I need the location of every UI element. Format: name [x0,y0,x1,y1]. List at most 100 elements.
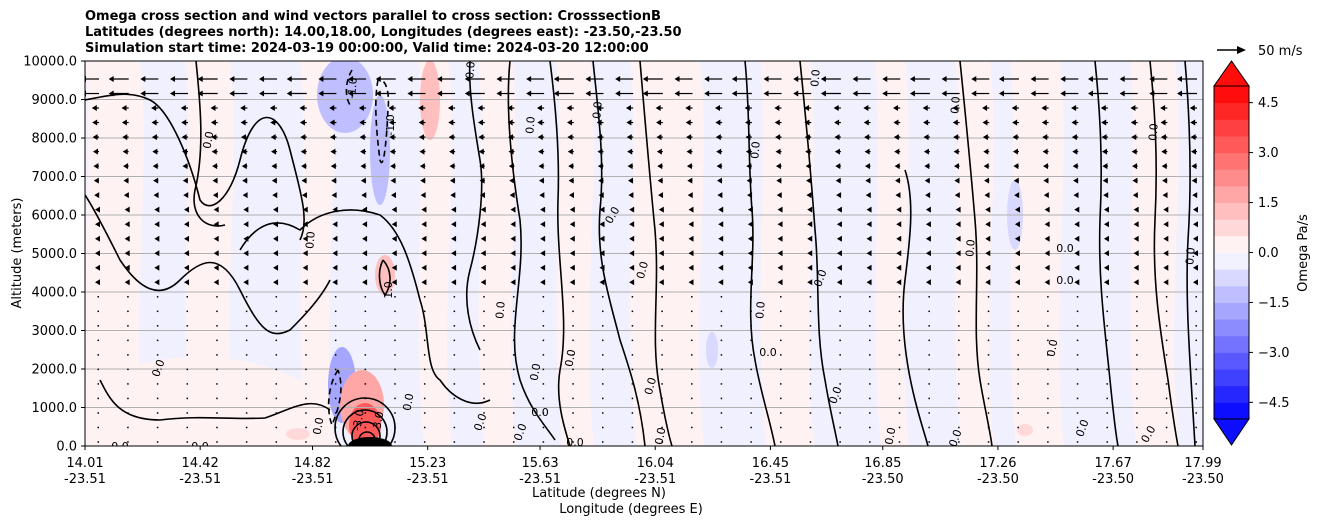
contour-label: 0.0 [653,426,669,445]
wind-vector-arrow [984,192,990,199]
wind-vector-arrow [510,250,516,257]
wind-vector-arrow [496,90,515,97]
wind-vector-arrow [272,192,278,199]
omega-feature [420,61,440,140]
wind-vector-arrow [362,264,368,271]
wind-vector-arrow [1030,76,1049,82]
wind-vector-arrow [955,250,961,257]
wind-vector-arrow [983,148,990,155]
wind-vector-arrow [688,279,694,286]
wind-vector-arrow [391,264,397,271]
wind-vector-arrow [154,206,160,213]
wind-vector-arrow [1163,206,1169,213]
wind-vector-arrow [477,119,485,126]
wind-vector-arrow [480,235,486,242]
wind-vector-arrow [273,250,279,257]
contour-label: 0.0 [311,416,327,435]
wind-vector-arrow [210,105,218,112]
wind-vector-arrow [243,279,249,286]
wind-vector-arrow [184,221,190,228]
wind-vector-arrow [1160,134,1168,141]
wind-vector-arrow [243,264,249,271]
wind-vector-arrow [747,279,753,286]
wind-vector-arrow [184,264,190,271]
wind-vector-arrow [569,221,575,228]
wind-vector-arrow [744,105,752,112]
wind-vector-arrow [627,163,634,170]
wind-vector-arrow [834,134,841,141]
wind-vector-arrow [1189,105,1197,112]
wind-vector-arrow [836,221,842,228]
y-axis: 0.0 1000.0 2000.0 3000.0 4000.0 5000.0 6000.0 7… [23,55,85,455]
wind-vector-arrow [686,134,693,141]
wind-vector-arrow [807,279,813,286]
positive-contour [378,259,391,297]
wind-vector-arrow [674,90,693,97]
wind-vector-arrow [656,148,663,155]
wind-vector-arrow [390,192,396,199]
wind-vector-arrow [271,163,278,170]
colorbar-segment [1214,352,1249,370]
wind-vector-arrow [1044,264,1050,271]
wind-vector-arrow [510,206,516,213]
wind-vector-arrow [229,90,248,97]
wind-vector-arrow [302,235,308,242]
wind-vector-arrow [95,264,100,271]
wind-vector-arrow [273,279,279,286]
x-tick-label-lon: -23.51 [407,472,449,487]
wind-vector-arrow [362,279,368,286]
wind-vector-arrow [1071,105,1079,112]
wind-vector-arrow [510,221,516,228]
wind-vector-arrow [390,163,396,170]
wind-vector-arrow [896,279,902,286]
colorbar-segment [1214,252,1249,270]
contour-label: 0.0 [149,358,167,379]
wind-vector-arrow [391,250,397,257]
wind-vector-arrow [211,134,218,141]
contour-labels: 0.0 0.0 0.0 0.0 0.0 0.0 0.0 0.0 0.0 0.0 0.0 0.0 0.0 0… [111,61,1197,446]
wind-vector-arrow [302,250,308,257]
y-axis-label: Altitude (meters) [10,198,25,309]
wind-vector-arrow [421,250,427,257]
positive-contour [342,409,388,446]
wind-vector-arrow [599,250,605,257]
x-tick-label-lon: -23.51 [179,472,221,487]
y-tick-label: 10000.0 [23,55,77,70]
wind-vector-arrow [300,134,307,141]
wind-vector-arrow [615,76,634,82]
wind-vector-arrow [866,279,872,286]
terrain-feature [348,437,392,446]
wind-vector-arrow [1103,279,1109,286]
wind-vector-arrow [629,235,635,242]
x-tick-label-lon: -23.51 [292,472,334,487]
wind-vector-arrow [1132,163,1138,170]
wind-vector-arrow [985,235,991,242]
wind-vector-arrow [955,221,961,228]
wind-vector-arrow [331,177,337,184]
contour-label: 0.0 [528,362,544,381]
wind-vector-arrow [510,235,516,242]
wind-vector-arrow [774,105,782,112]
wind-vector-arrow [1131,148,1138,155]
wind-vector-arrow [421,221,427,228]
wind-vector-arrow [451,206,457,213]
wind-vector-arrow [510,264,516,271]
colorbar-tick-label: −3.0 [1258,346,1290,361]
wind-vector-arrow [95,279,100,286]
wind-vector-arrow [1103,264,1109,271]
wind-vector-arrow [895,192,901,199]
y-tick-label: 9000.0 [32,93,78,108]
wind-vector-arrow [375,90,396,97]
wind-vector-arrow [181,119,189,126]
contour-label: 0.0 [748,141,762,160]
x-tick-label-lat: 16.45 [752,456,789,471]
wind-vector-arrow [955,206,961,213]
wind-vector-arrow [213,279,219,286]
wind-vector-arrow [124,235,130,242]
wind-vector-arrow [181,134,189,141]
wind-vector-arrow [536,105,545,112]
wind-vector-arrow [569,279,575,286]
wind-vector-arrow [716,177,723,184]
wind-vector-arrow [478,134,485,141]
wind-vector-arrow [953,148,960,155]
